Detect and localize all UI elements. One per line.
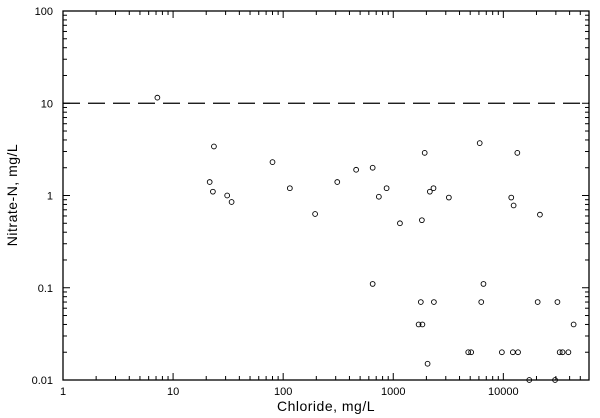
data-point	[417, 299, 424, 305]
data-point	[353, 166, 359, 173]
data-point	[446, 194, 452, 201]
data-point	[211, 143, 217, 150]
data-point	[224, 192, 231, 199]
data-point	[537, 211, 543, 218]
y-axis-title: Nitrate-N, mg/L	[4, 144, 20, 246]
data-point	[552, 377, 558, 383]
data-point	[478, 299, 485, 305]
axis-ticks	[62, 10, 590, 381]
data-point	[228, 199, 235, 205]
data-point	[534, 299, 541, 305]
data-point	[415, 321, 422, 328]
y-tick-label: 0.01	[32, 375, 53, 387]
data-point	[508, 194, 515, 201]
data-point	[426, 188, 433, 195]
data-point	[334, 179, 341, 185]
data-point	[312, 211, 318, 217]
data-point	[383, 185, 390, 192]
data-point	[210, 188, 216, 195]
data-point	[526, 377, 533, 383]
x-tick-label: 10000	[488, 386, 519, 398]
data-point	[559, 349, 566, 356]
data-point	[269, 159, 276, 165]
data-point	[206, 179, 213, 185]
y-tick-label: 100	[35, 6, 53, 18]
x-tick-label: 100	[274, 386, 292, 398]
data-point	[421, 149, 428, 156]
data-point	[499, 349, 505, 356]
y-tick-label: 1	[47, 191, 53, 203]
data-point	[419, 321, 426, 328]
x-tick-label: 1000	[381, 386, 405, 398]
data-point	[154, 94, 161, 101]
data-point	[287, 185, 293, 192]
data-point	[369, 164, 376, 171]
data-point	[468, 349, 474, 356]
y-tick-label: 10	[41, 98, 53, 110]
data-point	[570, 321, 577, 328]
data-point	[369, 281, 376, 287]
tick-labels: 1 10 100 1000 10000 0.01 0.1 1 10 100	[32, 6, 519, 398]
data-points	[154, 94, 577, 383]
data-point	[397, 220, 403, 227]
data-point	[556, 349, 563, 356]
data-point	[430, 185, 437, 192]
x-axis-title: Chloride, mg/L	[277, 398, 375, 414]
data-point	[565, 349, 572, 356]
data-point	[419, 217, 425, 224]
data-point	[476, 140, 483, 146]
x-tick-label: 10	[167, 386, 179, 398]
data-point	[424, 360, 431, 367]
data-point	[515, 349, 521, 356]
data-point	[376, 193, 382, 200]
y-tick-label: 0.1	[38, 283, 53, 295]
data-point	[431, 299, 437, 305]
x-tick-label: 1	[60, 386, 66, 398]
data-point	[465, 349, 472, 356]
data-point	[480, 281, 487, 287]
data-point	[554, 299, 561, 305]
data-point	[514, 149, 521, 156]
data-point	[510, 202, 517, 209]
